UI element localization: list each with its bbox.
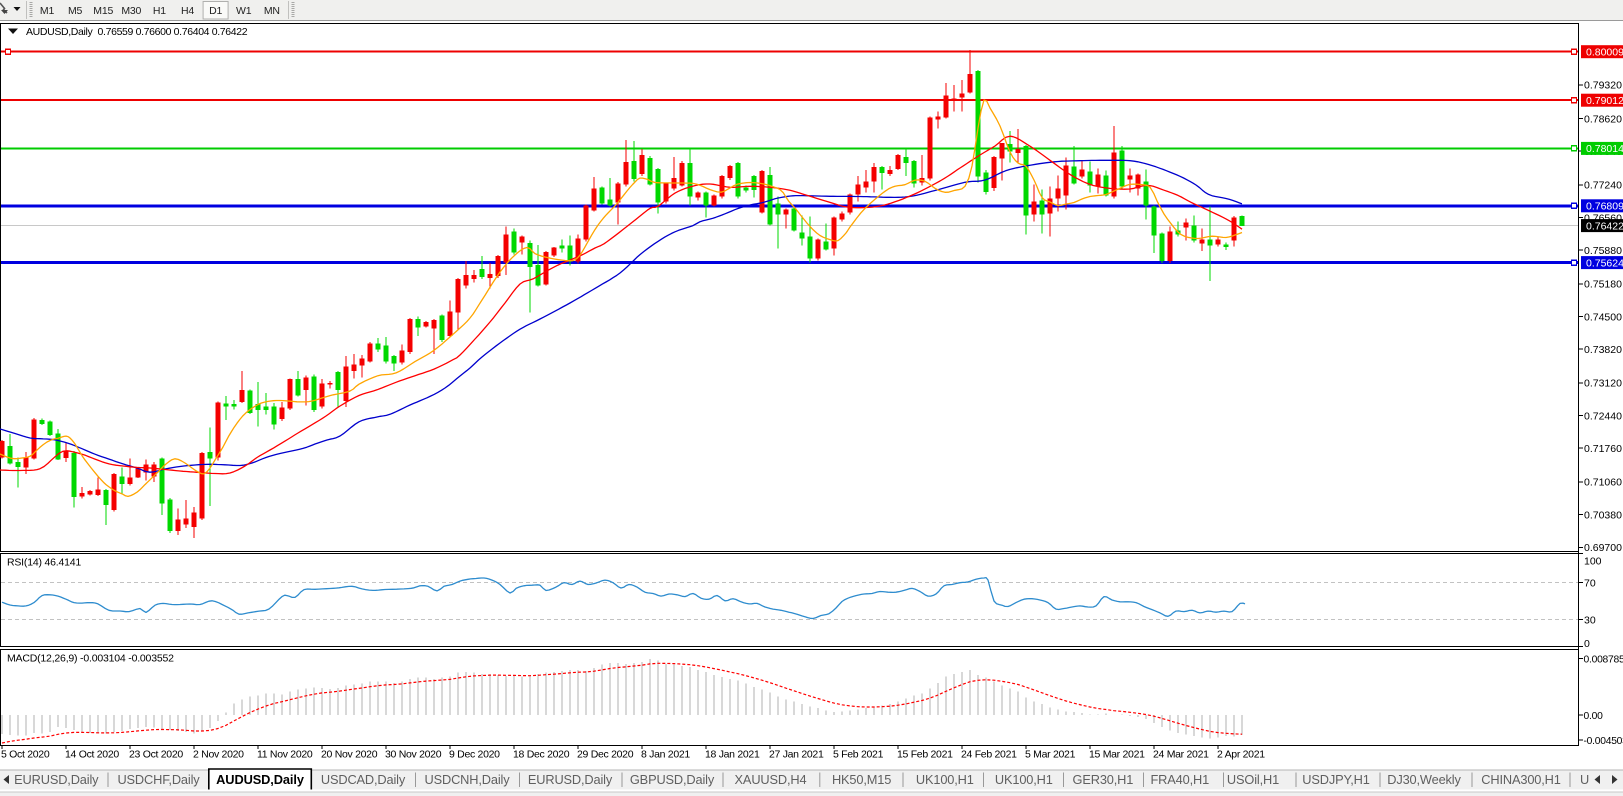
svg-text:5 Feb 2021: 5 Feb 2021 [833,749,884,761]
svg-text:UK100,H1: UK100,H1 [995,772,1053,787]
svg-text:GBPUSD,Daily: GBPUSD,Daily [630,772,715,787]
svg-text:0.72440: 0.72440 [1584,410,1622,422]
svg-text:0.73820: 0.73820 [1584,344,1622,356]
svg-text:RSI(14) 46.4141: RSI(14) 46.4141 [7,557,81,569]
svg-text:AUDUSD,Daily 0.76559 0.76600: AUDUSD,Daily 0.76559 0.76600 0.76404 0.7… [26,26,248,38]
svg-text:0.79320: 0.79320 [1584,80,1622,92]
svg-text:9 Dec 2020: 9 Dec 2020 [449,749,500,761]
svg-text:5 Oct 2020: 5 Oct 2020 [1,749,50,761]
svg-text:0.69700: 0.69700 [1584,542,1622,554]
svg-text:0.70380: 0.70380 [1584,509,1622,521]
svg-text:0.78014: 0.78014 [1586,143,1623,155]
svg-text:5 Mar 2021: 5 Mar 2021 [1025,749,1076,761]
svg-text:U: U [1580,772,1589,787]
svg-text:0.74500: 0.74500 [1584,311,1622,323]
svg-text:H4: H4 [181,5,194,17]
svg-text:18 Jan 2021: 18 Jan 2021 [705,749,760,761]
svg-text:0.80009: 0.80009 [1586,47,1623,59]
svg-text:H1: H1 [153,5,166,17]
svg-text:GER30,H1: GER30,H1 [1073,772,1134,787]
svg-text:M5: M5 [68,5,83,17]
svg-text:M15: M15 [93,5,113,17]
svg-text:24 Mar 2021: 24 Mar 2021 [1153,749,1209,761]
svg-text:MN: MN [264,5,280,17]
svg-text:0.71760: 0.71760 [1584,443,1622,455]
svg-text:0.73120: 0.73120 [1584,378,1622,390]
svg-text:XAUUSD,H4: XAUUSD,H4 [735,772,807,787]
svg-text:0: 0 [1584,638,1590,650]
svg-text:M30: M30 [121,5,141,17]
svg-text:EURUSD,Daily: EURUSD,Daily [528,772,613,787]
svg-text:2 Apr 2021: 2 Apr 2021 [1217,749,1265,761]
svg-text:0.76809: 0.76809 [1586,201,1623,213]
svg-text:0.75624: 0.75624 [1586,257,1623,269]
svg-text:0.77240: 0.77240 [1584,180,1622,192]
svg-text:0.71060: 0.71060 [1584,477,1622,489]
svg-text:27 Jan 2021: 27 Jan 2021 [769,749,824,761]
svg-text:UK100,H1: UK100,H1 [916,772,974,787]
svg-text:W1: W1 [236,5,252,17]
svg-text:-0.004503: -0.004503 [1584,736,1623,747]
svg-text:USOil,H1: USOil,H1 [1227,772,1279,787]
svg-text:0.008785: 0.008785 [1584,654,1623,665]
svg-text:DJ30,Weekly: DJ30,Weekly [1387,772,1461,787]
svg-text:0.79012: 0.79012 [1586,95,1623,107]
svg-text:29 Dec 2020: 29 Dec 2020 [577,749,634,761]
svg-text:USDCAD,Daily: USDCAD,Daily [321,772,406,787]
svg-text:15 Feb 2021: 15 Feb 2021 [897,749,953,761]
svg-text:M1: M1 [40,5,55,17]
svg-text:0.00: 0.00 [1584,711,1604,722]
svg-text:0.78620: 0.78620 [1584,113,1622,125]
svg-text:2 Nov 2020: 2 Nov 2020 [193,749,244,761]
svg-text:EURUSD,Daily: EURUSD,Daily [14,772,99,787]
svg-text:MACD(12,26,9) -0.003104 -0.003: MACD(12,26,9) -0.003104 -0.003552 [7,653,174,665]
svg-text:23 Oct 2020: 23 Oct 2020 [129,749,183,761]
svg-text:0.75180: 0.75180 [1584,279,1622,291]
svg-text:AUDUSD,Daily: AUDUSD,Daily [216,772,305,787]
svg-text:D1: D1 [209,5,222,17]
svg-text:14 Oct 2020: 14 Oct 2020 [65,749,119,761]
svg-text:0.76422: 0.76422 [1586,220,1623,232]
svg-text:USDCHF,Daily: USDCHF,Daily [117,772,200,787]
svg-text:USDJPY,H1: USDJPY,H1 [1302,772,1369,787]
svg-text:CHINA300,H1: CHINA300,H1 [1481,772,1560,787]
svg-text:30 Nov 2020: 30 Nov 2020 [385,749,442,761]
svg-text:24 Feb 2021: 24 Feb 2021 [961,749,1017,761]
svg-text:USDCNH,Daily: USDCNH,Daily [425,772,511,787]
svg-text:HK50,M15: HK50,M15 [832,772,891,787]
svg-text:0.75880: 0.75880 [1584,245,1622,257]
svg-text:15 Mar 2021: 15 Mar 2021 [1089,749,1145,761]
svg-text:FRA40,H1: FRA40,H1 [1151,772,1210,787]
svg-text:70: 70 [1584,577,1596,589]
svg-text:8 Jan 2021: 8 Jan 2021 [641,749,690,761]
svg-text:20 Nov 2020: 20 Nov 2020 [321,749,378,761]
svg-text:100: 100 [1584,555,1602,567]
svg-text:18 Dec 2020: 18 Dec 2020 [513,749,570,761]
svg-text:11 Nov 2020: 11 Nov 2020 [257,749,313,761]
svg-text:30: 30 [1584,614,1596,626]
